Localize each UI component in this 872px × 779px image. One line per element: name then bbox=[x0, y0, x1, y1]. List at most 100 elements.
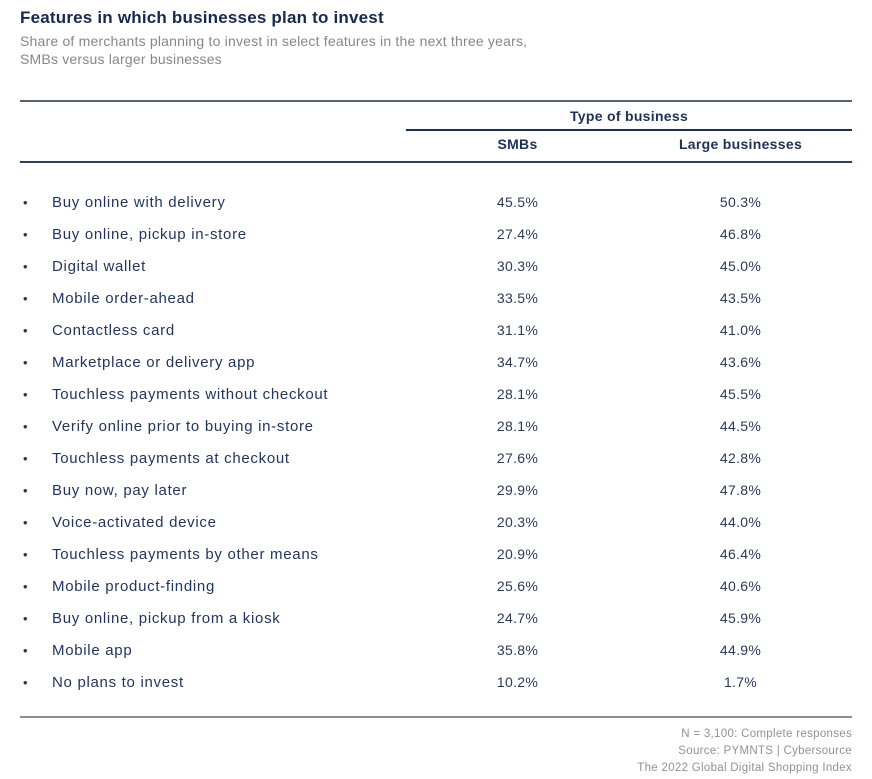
large-businesses-value: 45.9% bbox=[719, 610, 762, 626]
large-businesses-value: 41.0% bbox=[719, 322, 762, 338]
feature-cell: • Touchless payments at checkout bbox=[20, 450, 406, 467]
feature-label: Buy online, pickup from a kiosk bbox=[52, 609, 281, 627]
smbs-value: 20.3% bbox=[496, 514, 539, 530]
smbs-value: 10.2% bbox=[496, 674, 539, 690]
subtitle-line-1: Share of merchants planning to invest in… bbox=[20, 33, 528, 49]
feature-cell: • Voice-activated device bbox=[20, 514, 406, 531]
feature-cell: • No plans to invest bbox=[20, 674, 406, 691]
footer: N = 3,100: Complete responses Source: PY… bbox=[20, 718, 852, 777]
subtitle-line-2: SMBs versus larger businesses bbox=[20, 51, 222, 67]
feature-label: Verify online prior to buying in-store bbox=[52, 417, 314, 435]
large-businesses-value: 45.0% bbox=[719, 258, 762, 274]
large-businesses-value: 42.8% bbox=[719, 450, 762, 466]
smbs-value: 28.1% bbox=[496, 418, 539, 434]
footer-index-note: The 2022 Global Digital Shopping Index bbox=[637, 762, 852, 774]
bullet-icon: • bbox=[23, 674, 28, 690]
feature-label: Mobile order-ahead bbox=[52, 289, 195, 307]
bullet-icon: • bbox=[23, 610, 28, 626]
feature-cell: • Buy online, pickup from a kiosk bbox=[20, 610, 406, 627]
feature-cell: • Digital wallet bbox=[20, 258, 406, 275]
feature-label: Buy online, pickup in-store bbox=[52, 225, 247, 243]
large-businesses-value: 40.6% bbox=[719, 578, 762, 594]
large-businesses-value: 43.6% bbox=[719, 354, 762, 370]
smbs-value: 25.6% bbox=[496, 578, 539, 594]
table-row: • Touchless payments at checkout 27.6% 4… bbox=[20, 442, 852, 474]
smbs-value: 29.9% bbox=[496, 482, 539, 498]
table-row: • Touchless payments by other means 20.9… bbox=[20, 538, 852, 570]
bullet-icon: • bbox=[23, 578, 28, 594]
feature-label: Mobile app bbox=[52, 641, 133, 659]
table-row: • No plans to invest 10.2% 1.7% bbox=[20, 666, 852, 698]
smbs-value: 27.4% bbox=[496, 226, 539, 242]
table-body: • Buy online with delivery 45.5% 50.3% •… bbox=[20, 163, 852, 710]
feature-cell: • Contactless card bbox=[20, 322, 406, 339]
large-businesses-value: 46.4% bbox=[719, 546, 762, 562]
footer-source-note: Source: PYMNTS | Cybersource bbox=[678, 745, 852, 757]
smbs-value: 31.1% bbox=[496, 322, 539, 338]
table-row: • Buy online, pickup from a kiosk 24.7% … bbox=[20, 602, 852, 634]
table-row: • Buy now, pay later 29.9% 47.8% bbox=[20, 474, 852, 506]
bullet-icon: • bbox=[23, 194, 28, 210]
column-group-row: Type of business bbox=[20, 102, 852, 131]
large-businesses-value: 45.5% bbox=[719, 386, 762, 402]
bullet-icon: • bbox=[23, 226, 28, 242]
table-row: • Mobile app 35.8% 44.9% bbox=[20, 634, 852, 666]
table-row: • Contactless card 31.1% 41.0% bbox=[20, 314, 852, 346]
smbs-value: 33.5% bbox=[496, 290, 539, 306]
table-row: • Voice-activated device 20.3% 44.0% bbox=[20, 506, 852, 538]
bullet-icon: • bbox=[23, 322, 28, 338]
smbs-value: 45.5% bbox=[496, 194, 539, 210]
bullet-icon: • bbox=[23, 450, 28, 466]
feature-label: Marketplace or delivery app bbox=[52, 353, 256, 371]
smbs-value: 20.9% bbox=[496, 546, 539, 562]
table-row: • Digital wallet 30.3% 45.0% bbox=[20, 250, 852, 282]
feature-cell: • Touchless payments without checkout bbox=[20, 386, 406, 403]
feature-cell: • Touchless payments by other means bbox=[20, 546, 406, 563]
feature-label: No plans to invest bbox=[52, 673, 184, 691]
feature-label: Digital wallet bbox=[52, 257, 146, 275]
column-header-large-businesses: Large businesses bbox=[678, 136, 803, 152]
smbs-value: 24.7% bbox=[496, 610, 539, 626]
table-row: • Mobile order-ahead 33.5% 43.5% bbox=[20, 282, 852, 314]
large-businesses-value: 1.7% bbox=[723, 674, 758, 690]
bullet-icon: • bbox=[23, 354, 28, 370]
feature-cell: • Buy online, pickup in-store bbox=[20, 226, 406, 243]
smbs-value: 35.8% bbox=[496, 642, 539, 658]
page-title: Features in which businesses plan to inv… bbox=[20, 8, 384, 27]
large-businesses-value: 44.5% bbox=[719, 418, 762, 434]
column-header-spacer bbox=[20, 131, 406, 161]
feature-label: Buy online with delivery bbox=[52, 193, 226, 211]
table-row: • Marketplace or delivery app 34.7% 43.6… bbox=[20, 346, 852, 378]
feature-label: Mobile product-finding bbox=[52, 577, 215, 595]
feature-label: Touchless payments without checkout bbox=[52, 385, 329, 403]
large-businesses-value: 47.8% bbox=[719, 482, 762, 498]
bullet-icon: • bbox=[23, 290, 28, 306]
table-row: • Mobile product-finding 25.6% 40.6% bbox=[20, 570, 852, 602]
feature-label: Voice-activated device bbox=[52, 513, 217, 531]
table-row: • Buy online with delivery 45.5% 50.3% bbox=[20, 186, 852, 218]
smbs-value: 34.7% bbox=[496, 354, 539, 370]
feature-label: Contactless card bbox=[52, 321, 175, 339]
table-row: • Buy online, pickup in-store 27.4% 46.8… bbox=[20, 218, 852, 250]
feature-label: Touchless payments by other means bbox=[52, 545, 319, 563]
column-group-header: Type of business bbox=[406, 102, 852, 131]
footer-divider bbox=[20, 716, 852, 718]
data-table: Type of business SMBs Large businesses •… bbox=[20, 100, 852, 710]
large-businesses-value: 44.0% bbox=[719, 514, 762, 530]
table-top-divider bbox=[20, 100, 852, 102]
footer-sample-note: N = 3,100: Complete responses bbox=[681, 728, 852, 740]
feature-cell: • Mobile order-ahead bbox=[20, 290, 406, 307]
bullet-icon: • bbox=[23, 482, 28, 498]
feature-label: Touchless payments at checkout bbox=[52, 449, 290, 467]
feature-label: Buy now, pay later bbox=[52, 481, 188, 499]
smbs-value: 27.6% bbox=[496, 450, 539, 466]
large-businesses-value: 43.5% bbox=[719, 290, 762, 306]
feature-cell: • Marketplace or delivery app bbox=[20, 354, 406, 371]
large-businesses-value: 44.9% bbox=[719, 642, 762, 658]
smbs-value: 28.1% bbox=[496, 386, 539, 402]
bullet-icon: • bbox=[23, 258, 28, 274]
large-businesses-value: 46.8% bbox=[719, 226, 762, 242]
feature-cell: • Buy now, pay later bbox=[20, 482, 406, 499]
bullet-icon: • bbox=[23, 418, 28, 434]
